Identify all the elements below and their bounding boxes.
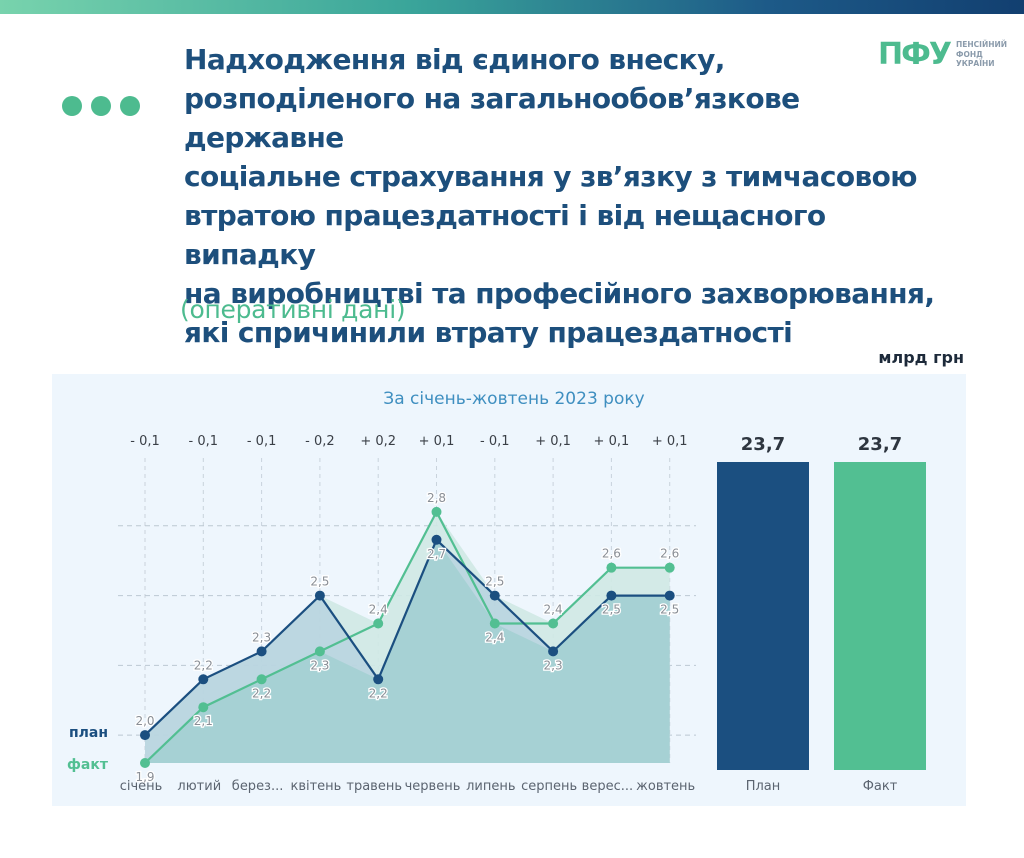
dot-icon [120, 96, 140, 116]
data-point-fact [198, 702, 209, 713]
data-label-plan: 2,2 [194, 658, 213, 672]
x-tick-label: квітень [290, 779, 341, 794]
data-label-fact: 2,4 [485, 630, 504, 644]
data-point-fact [314, 646, 325, 657]
data-point-fact [256, 674, 267, 685]
data-label-fact: 2,1 [194, 714, 213, 728]
data-label-fact: 2,2 [252, 686, 271, 700]
data-point-plan [606, 590, 617, 601]
difference-label: - 0,1 [480, 434, 510, 449]
data-label-fact: 2,6 [660, 547, 679, 561]
bar-value-label: 23,7 [858, 434, 902, 455]
difference-label: + 0,1 [535, 434, 571, 449]
top-gradient-bar [0, 0, 1024, 14]
x-tick-label: верес... [582, 779, 633, 794]
data-point-fact [431, 506, 442, 517]
logo-mark: ПФУ [878, 37, 952, 72]
x-tick-label: жовтень [636, 779, 695, 794]
data-label-fact: 2,6 [602, 547, 621, 561]
data-point-plan [314, 590, 325, 601]
data-label-plan: 2,5 [310, 575, 329, 589]
difference-label: + 0,1 [594, 434, 630, 449]
data-point-fact [606, 562, 617, 573]
dot-icon [62, 96, 82, 116]
x-tick-label: серпень [521, 779, 577, 794]
data-point-fact [664, 562, 675, 573]
bar-fact [834, 462, 926, 770]
data-point-plan [664, 590, 675, 601]
data-label-fact: 2,4 [369, 602, 388, 616]
difference-label: - 0,1 [247, 434, 277, 449]
page-title: Надходження від єдиного внеску, розподіл… [184, 43, 935, 349]
data-label-plan: 2,0 [135, 714, 154, 728]
data-point-plan [373, 674, 384, 685]
x-tick-label: липень [466, 779, 515, 794]
difference-label: - 0,2 [305, 434, 335, 449]
data-point-fact [373, 618, 384, 629]
data-label-fact: 2,3 [310, 658, 329, 672]
bar-value-label: 23,7 [741, 434, 785, 455]
legend-plan: план [69, 725, 108, 741]
data-label-plan: 2,3 [544, 658, 563, 672]
x-tick-label: травень [346, 779, 402, 794]
data-label-fact: 2,8 [427, 491, 446, 505]
decorative-dots [62, 96, 140, 116]
data-label-plan: 2,5 [485, 575, 504, 589]
data-point-plan [431, 534, 442, 545]
series-line-fact [144, 509, 670, 764]
data-point-plan [489, 590, 500, 601]
x-tick-label: берез... [232, 779, 284, 794]
difference-label: - 0,1 [130, 434, 160, 449]
page-subtitle: (оперативні дані) [180, 295, 406, 324]
x-tick-label: лютий [177, 779, 221, 794]
data-point-plan [198, 674, 209, 685]
legend-fact: факт [67, 757, 109, 773]
data-point-plan [256, 646, 267, 657]
bar-category-label: План [746, 779, 781, 794]
data-label-plan: 2,2 [369, 686, 388, 700]
data-label-plan: 2,3 [252, 630, 271, 644]
data-point-plan [140, 730, 150, 741]
difference-label: - 0,1 [189, 434, 219, 449]
difference-label: + 0,1 [419, 434, 455, 449]
data-label-plan: 2,5 [660, 603, 679, 617]
unit-label: млрд грн [878, 348, 964, 367]
area-overlap [145, 539, 670, 763]
data-point-fact [548, 618, 559, 629]
chart-title: За січень-жовтень 2023 року [383, 389, 644, 409]
logo-text: ПЕНСІЙНИЙ ФОНД УКРАЇНИ [956, 40, 1008, 68]
pfu-logo: ПФУ ПЕНСІЙНИЙ ФОНД УКРАЇНИ [878, 38, 1007, 72]
data-point-plan [548, 646, 559, 657]
data-label-fact: 2,4 [544, 602, 563, 616]
data-label-plan: 2,7 [427, 547, 446, 561]
series-line-plan [144, 537, 670, 736]
x-tick-label: червень [405, 779, 461, 794]
data-point-fact [140, 758, 150, 768]
data-point-fact [489, 618, 500, 629]
data-label-plan: 2,5 [602, 603, 621, 617]
bar-category-label: Факт [863, 779, 898, 794]
bar-plan [717, 462, 809, 770]
difference-label: + 0,2 [360, 434, 396, 449]
data-label-fact: 1,9 [135, 770, 154, 784]
difference-label: + 0,1 [652, 434, 688, 449]
dot-icon [91, 96, 111, 116]
x-tick-label: січень [120, 779, 163, 794]
